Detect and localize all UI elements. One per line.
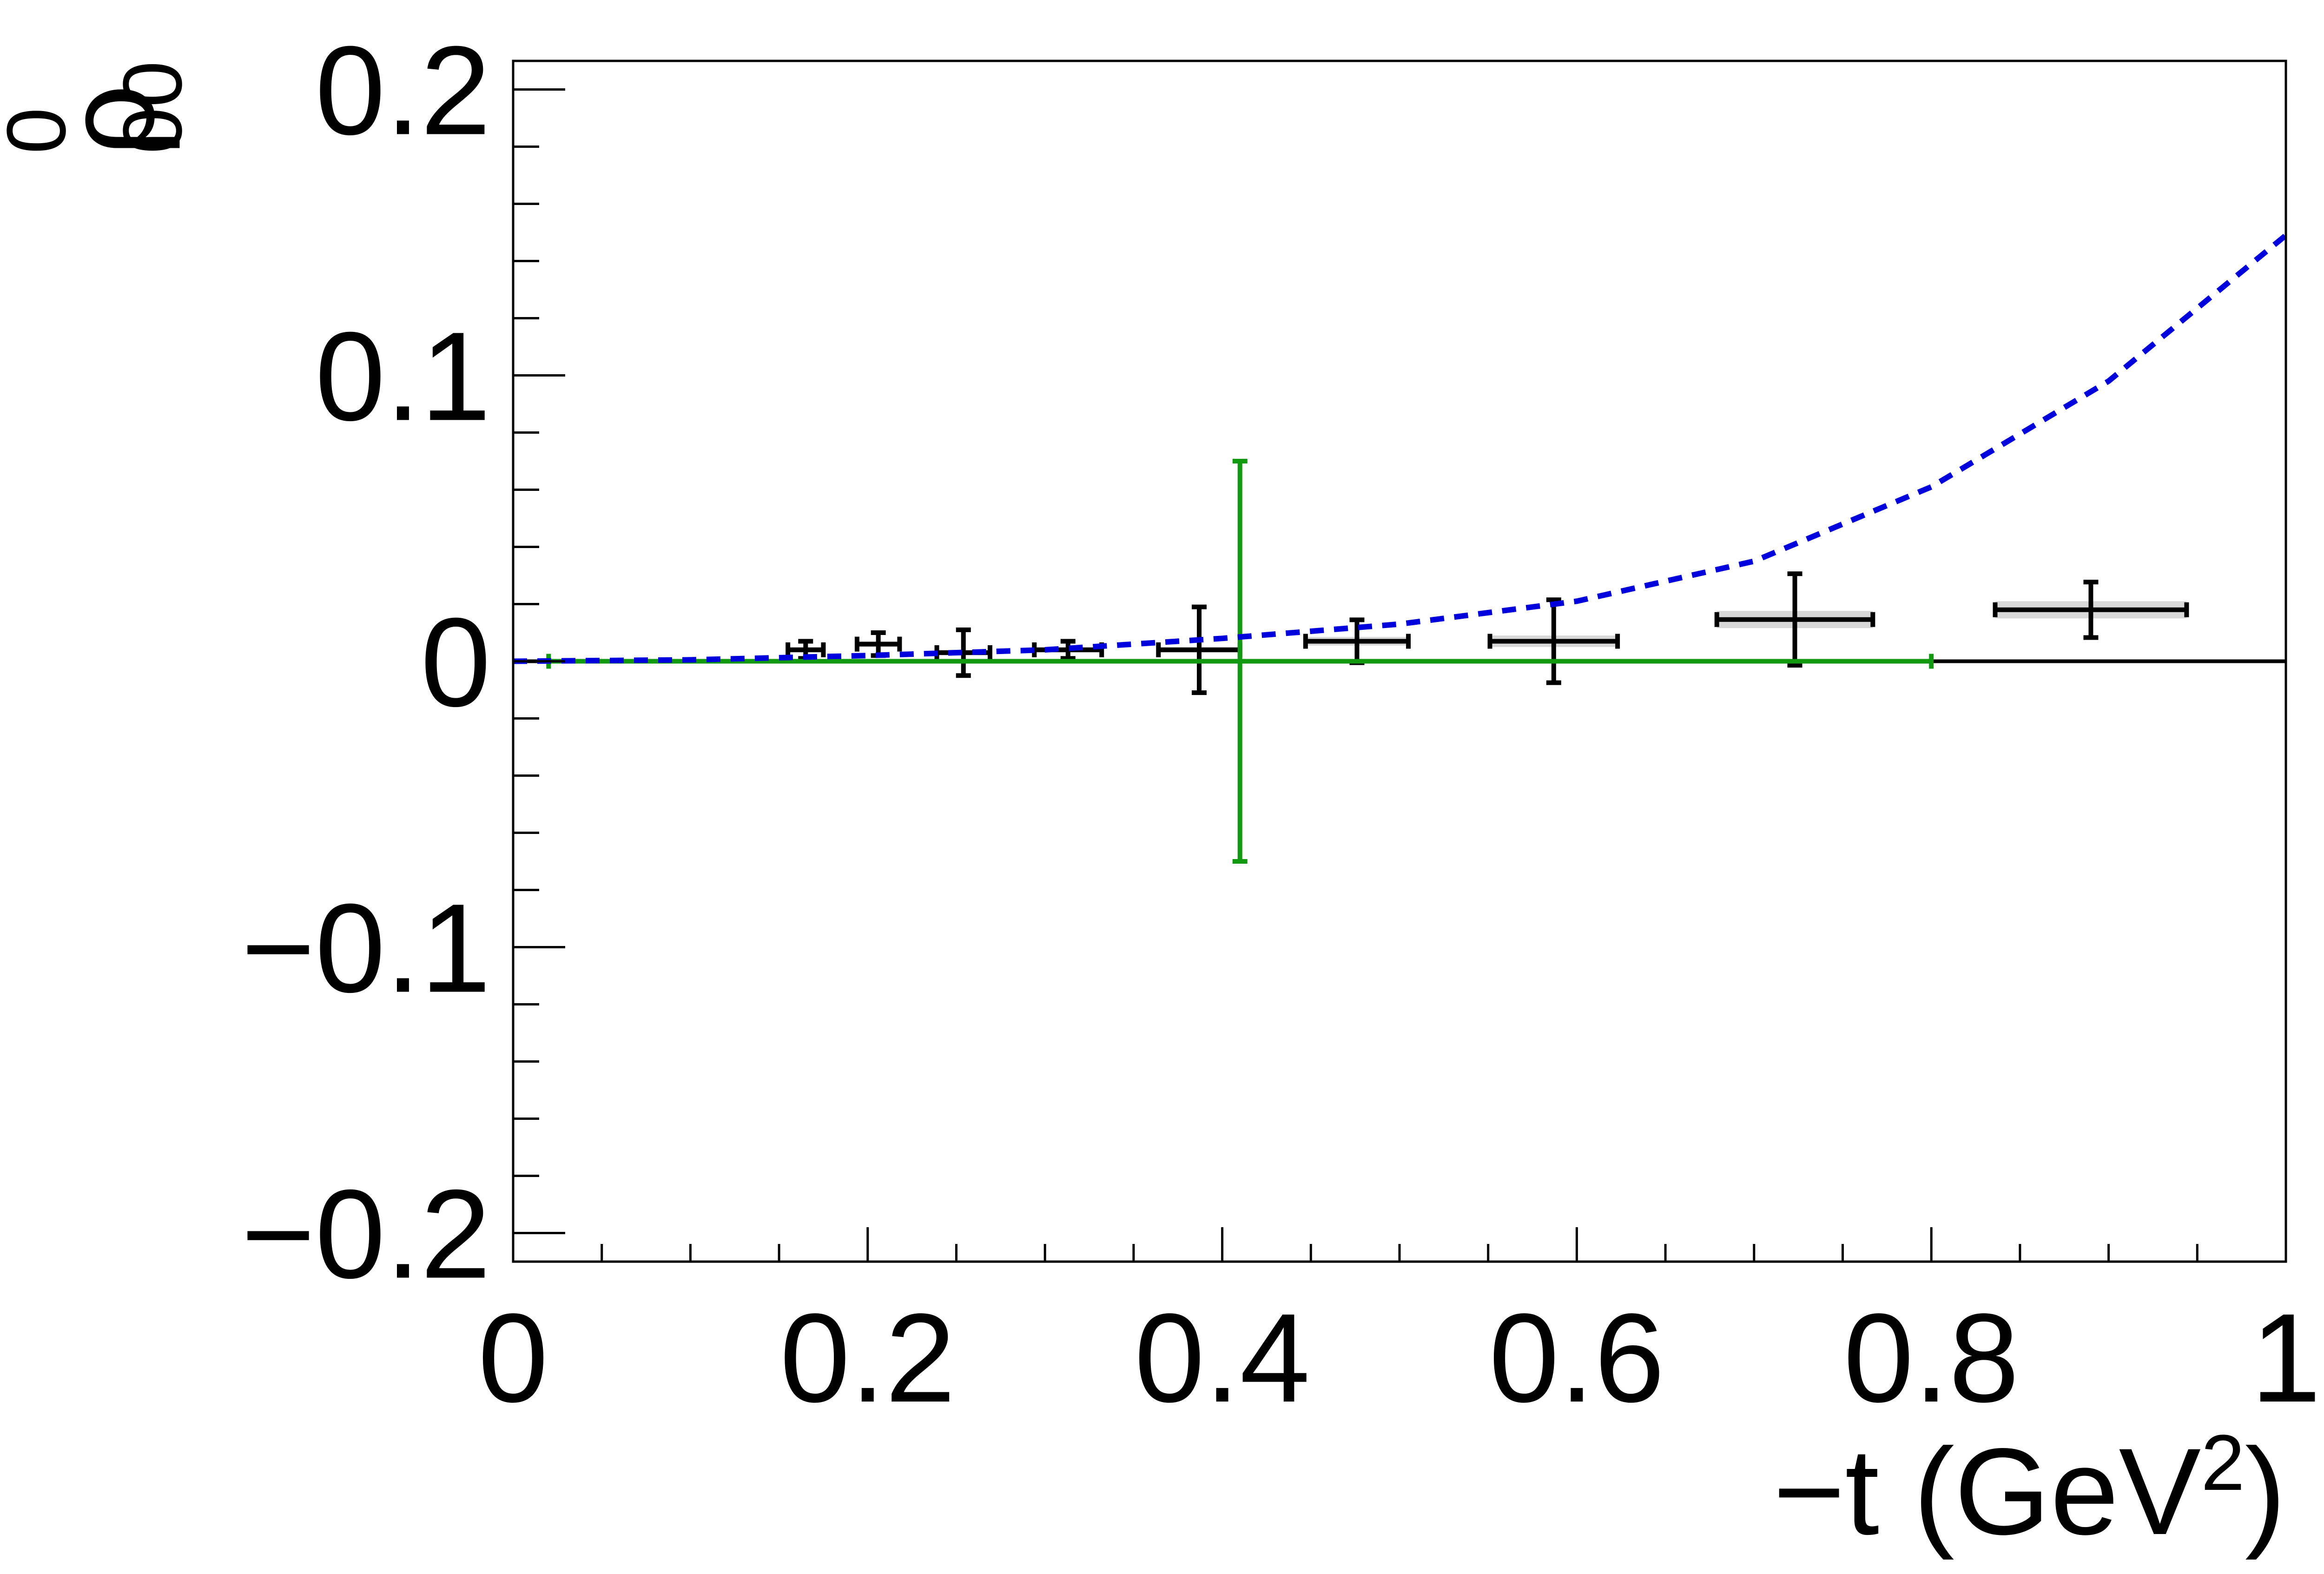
- x-label-sup: 2: [2201, 1419, 2245, 1507]
- y-tick-label: −0.2: [241, 1164, 491, 1305]
- x-tick-label: 0.4: [1135, 1287, 1310, 1429]
- x-tick-label: 0: [478, 1287, 548, 1429]
- x-label-text: −t (GeV: [1773, 1423, 2202, 1561]
- y-tick-label: −0.1: [241, 878, 491, 1019]
- y-tick-label: 0.2: [315, 20, 491, 161]
- x-label-close: ): [2245, 1423, 2286, 1561]
- x-axis-label: −t (GeV2): [1773, 1419, 2286, 1561]
- curve: [513, 233, 2288, 664]
- x-tick-label: 0.6: [1489, 1287, 1664, 1429]
- y-tick-label: 0: [421, 592, 491, 733]
- y-axis-label: ρ000: [0, 61, 199, 156]
- y-label-symbol: ρ: [39, 84, 181, 156]
- x-tick-label: 0.2: [780, 1287, 956, 1429]
- y-label-sub: 00: [106, 61, 199, 154]
- y-tick-label: 0.1: [315, 306, 491, 447]
- x-tick-label: 0.8: [1843, 1287, 2019, 1429]
- x-tick-label: 1: [2251, 1287, 2321, 1429]
- y-label-sup: 0: [0, 107, 83, 154]
